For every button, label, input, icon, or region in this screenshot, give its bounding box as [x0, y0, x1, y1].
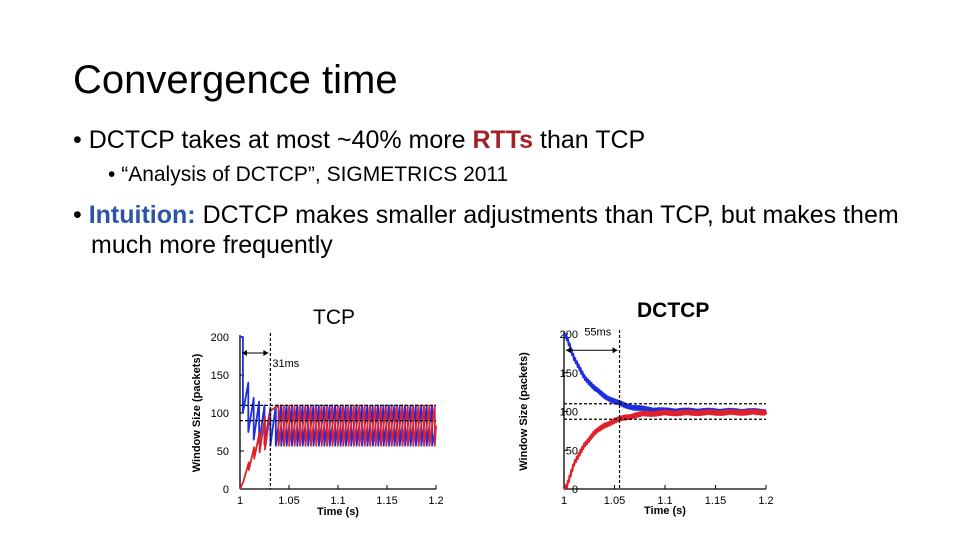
bullet-highlight-rtts: RTTs: [472, 126, 534, 154]
chart-tcp-x-tick-label: 1.05: [278, 495, 299, 507]
chart-dctcp-y-tick-label: 100: [560, 407, 578, 419]
chart-tcp-y-tick-label: 150: [211, 370, 229, 382]
sub-bullet-citation: • “Analysis of DCTCP”, SIGMETRICS 2011: [108, 161, 508, 189]
chart-dctcp-x-tick-label: 1.05: [604, 495, 625, 507]
chart-dctcp-annotation-arrow-head-right: [612, 347, 618, 354]
bullet-text-pre: DCTCP takes at most ~40% more: [88, 126, 473, 154]
chart-dctcp-y-axis-title: Window Size (packets): [518, 352, 530, 471]
chart-dctcp-x-tick-label: 1.15: [705, 495, 726, 507]
chart-dctcp-series-1-line: [562, 333, 768, 415]
bullet-intuition-text: DCTCP makes smaller adjustments than TCP…: [91, 201, 899, 259]
chart-tcp-x-tick-label: 1.1: [330, 495, 345, 507]
chart-dctcp-annotation-arrow-head-left: [566, 347, 571, 354]
bullet-highlight-intuition: Intuition:: [88, 201, 196, 229]
chart-dctcp-x-tick-label: 1: [561, 495, 567, 507]
bullet-intuition-body: • Intuition: DCTCP makes smaller adjustm…: [73, 200, 903, 260]
bullet-text-post: than TCP: [533, 126, 646, 154]
slide-title: Convergence time: [73, 58, 398, 102]
sub-bullet-marker: •: [108, 163, 116, 186]
bullet-convergence-rtts: • DCTCP takes at most ~40% more RTTs tha…: [73, 124, 645, 156]
bullet-intuition: • Intuition: DCTCP makes smaller adjustm…: [73, 200, 903, 260]
chart-tcp-x-tick-label: 1: [237, 495, 243, 507]
chart-tcp-y-axis-title: Window Size (packets): [191, 353, 203, 472]
chart-dctcp-x-tick-label: 1.1: [657, 495, 672, 507]
chart-tcp-y-tick-label: 100: [211, 408, 229, 420]
chart-title-tcp: TCP: [313, 306, 355, 329]
chart-dctcp-y-tick-label: 0: [572, 484, 578, 496]
chart-title-dctcp: DCTCP: [637, 299, 710, 322]
chart-dctcp-y-tick-label: 50: [566, 445, 578, 457]
chart-tcp-series-2-line: [239, 404, 437, 490]
chart-dctcp-annotation-label: 55ms: [584, 326, 611, 338]
bullet-marker: •: [73, 201, 82, 229]
chart-tcp-annotation-arrow-head-left: [242, 349, 247, 356]
bullet-marker: •: [73, 126, 82, 154]
chart-dctcp-series-2-line: [563, 409, 768, 491]
chart-tcp-y-tick-label: 200: [211, 332, 229, 344]
chart-dctcp-x-tick-label: 1.2: [758, 495, 773, 507]
sub-bullet-text: “Analysis of DCTCP”, SIGMETRICS 2011: [121, 163, 509, 186]
chart-tcp-y-tick-label: 0: [223, 484, 229, 496]
chart-tcp-x-tick-label: 1.2: [428, 495, 443, 507]
chart-tcp-x-tick-label: 1.15: [376, 495, 397, 507]
chart-dctcp-y-tick-label: 150: [560, 368, 578, 380]
chart-tcp-annotation-label: 31ms: [272, 358, 299, 370]
chart-tcp-y-tick-label: 50: [217, 446, 229, 458]
chart-dctcp-x-axis-title: Time (s): [644, 505, 686, 517]
chart-tcp-annotation-arrow-head-right: [263, 349, 269, 356]
chart-tcp-x-axis-title: Time (s): [317, 506, 359, 518]
